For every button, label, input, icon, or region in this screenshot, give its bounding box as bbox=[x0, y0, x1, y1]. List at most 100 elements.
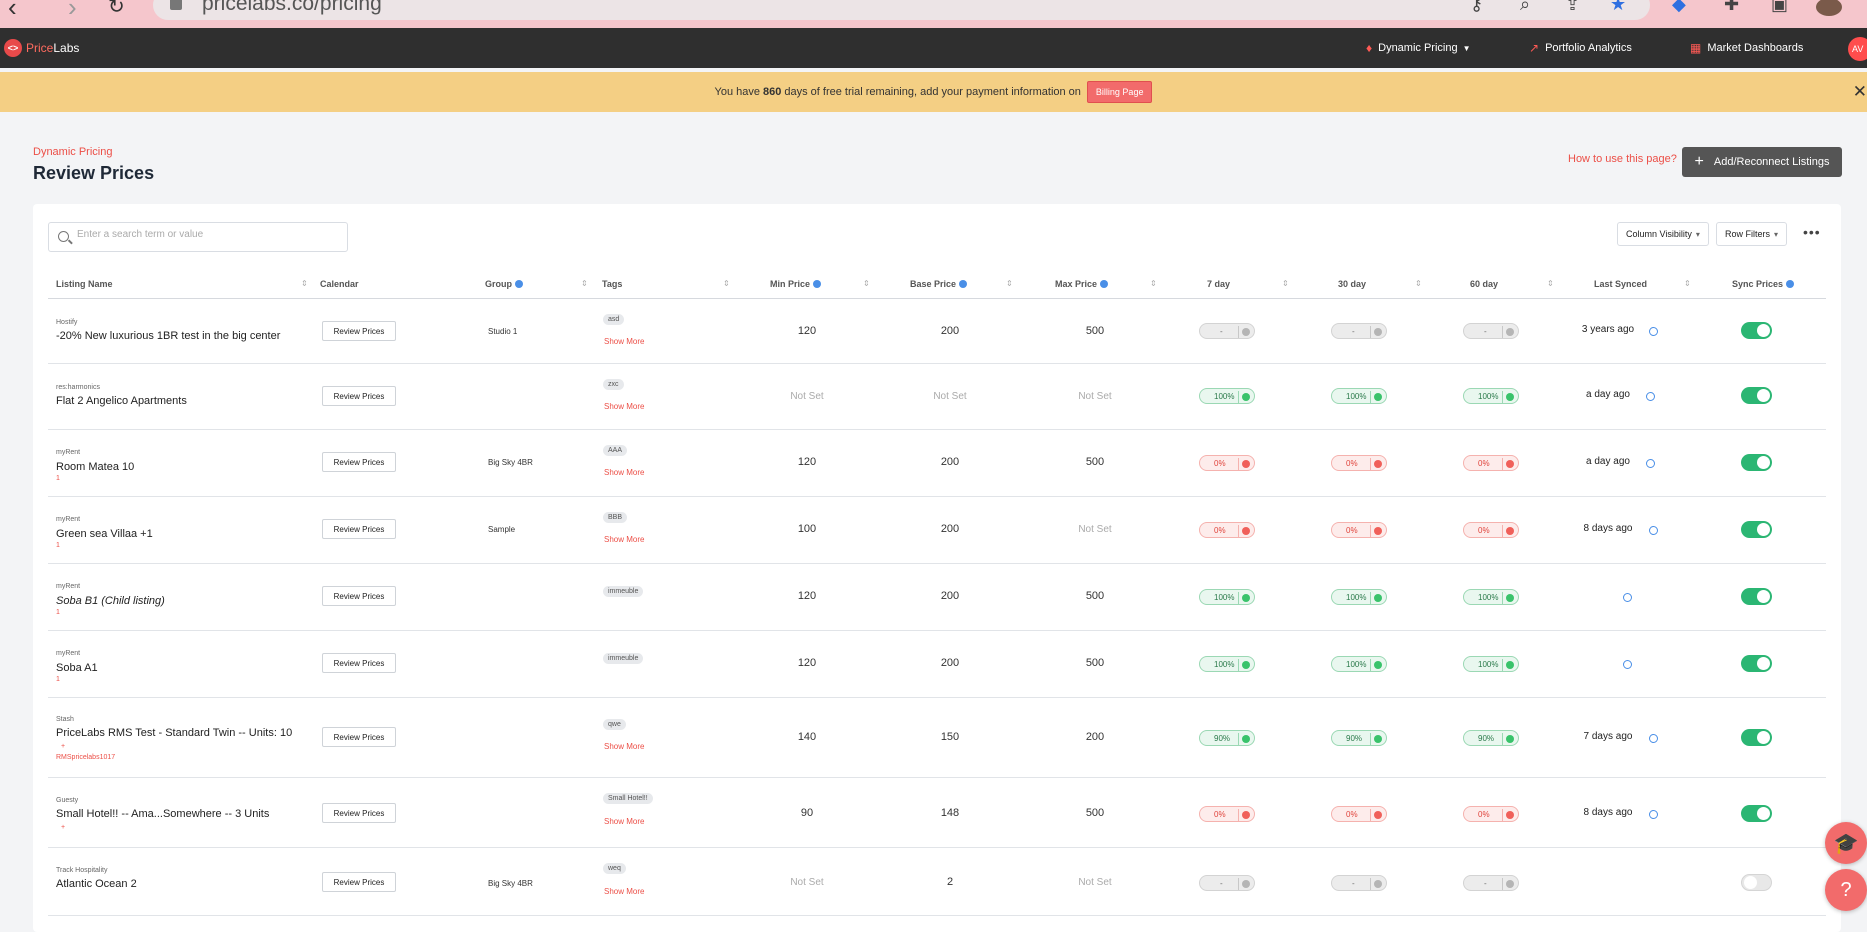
min-price[interactable]: 100 bbox=[797, 523, 817, 535]
listing-name[interactable]: -20% New luxurious 1BR test in the big c… bbox=[56, 330, 281, 342]
max-price[interactable]: 500 bbox=[1085, 456, 1105, 468]
puzzle-icon[interactable]: ✚ bbox=[1724, 0, 1740, 14]
base-price[interactable]: Not Set bbox=[933, 391, 967, 402]
reload-icon[interactable]: ↻ bbox=[108, 0, 125, 18]
max-price[interactable]: 500 bbox=[1085, 807, 1105, 819]
max-price[interactable]: 500 bbox=[1085, 657, 1105, 669]
max-price[interactable]: 500 bbox=[1085, 325, 1105, 337]
occupancy-7-day[interactable]: 100% bbox=[1199, 388, 1255, 404]
back-icon[interactable]: ‹ bbox=[8, 0, 17, 22]
extension-icon[interactable]: ◆ bbox=[1672, 0, 1686, 14]
col-group[interactable]: Group bbox=[485, 279, 523, 289]
sync-prices-toggle[interactable] bbox=[1741, 874, 1772, 891]
col-max-price[interactable]: Max Price bbox=[1055, 279, 1109, 289]
key-icon[interactable]: ⚷ bbox=[1470, 0, 1484, 14]
occupancy-30-day[interactable]: 100% bbox=[1331, 589, 1387, 605]
sort-icon[interactable]: ⇕ bbox=[581, 279, 588, 288]
tutorial-button[interactable]: 🎓 bbox=[1825, 822, 1867, 864]
search-input[interactable] bbox=[77, 229, 337, 240]
clock-icon[interactable] bbox=[1646, 459, 1655, 468]
window-icon[interactable]: ▣ bbox=[1771, 0, 1789, 14]
max-price[interactable]: Not Set bbox=[1078, 391, 1112, 402]
clock-icon[interactable] bbox=[1649, 327, 1658, 336]
col-sync-prices[interactable]: Sync Prices bbox=[1732, 279, 1795, 289]
occupancy-30-day[interactable]: 90% bbox=[1331, 730, 1387, 746]
show-more-link[interactable]: Show More bbox=[604, 887, 645, 896]
occupancy-30-day[interactable]: 100% bbox=[1331, 656, 1387, 672]
sort-icon[interactable]: ⇕ bbox=[1282, 279, 1289, 288]
show-more-link[interactable]: Show More bbox=[604, 337, 645, 346]
col-tags[interactable]: Tags bbox=[602, 279, 623, 289]
info-icon[interactable] bbox=[813, 280, 822, 288]
sort-icon[interactable]: ⇕ bbox=[863, 279, 870, 288]
close-icon[interactable]: ✕ bbox=[1852, 82, 1867, 101]
max-price[interactable]: Not Set bbox=[1078, 877, 1112, 888]
sort-icon[interactable]: ⇕ bbox=[1006, 279, 1013, 288]
occupancy-30-day[interactable]: - bbox=[1331, 875, 1387, 891]
listing-sub-count[interactable]: 1 bbox=[56, 609, 60, 616]
user-avatar[interactable]: AV bbox=[1848, 37, 1867, 61]
sort-icon[interactable]: ⇕ bbox=[1150, 279, 1157, 288]
occupancy-7-day[interactable]: 0% bbox=[1199, 522, 1255, 538]
review-prices-button[interactable]: Review Prices bbox=[322, 386, 396, 406]
clock-icon[interactable] bbox=[1649, 526, 1658, 535]
review-prices-button[interactable]: Review Prices bbox=[322, 586, 396, 606]
sync-prices-toggle[interactable] bbox=[1741, 588, 1772, 605]
row-filters-button[interactable]: Row Filters ▾ bbox=[1716, 222, 1788, 246]
clock-icon[interactable] bbox=[1646, 392, 1655, 401]
listing-sub-id[interactable]: RMSpricelabs1017 bbox=[56, 754, 116, 761]
occupancy-7-day[interactable]: - bbox=[1199, 875, 1255, 891]
review-prices-button[interactable]: Review Prices bbox=[322, 452, 396, 472]
info-icon[interactable] bbox=[959, 280, 968, 288]
sort-icon[interactable]: ⇕ bbox=[723, 279, 730, 288]
min-price[interactable]: 120 bbox=[797, 325, 817, 337]
listing-sub-plus[interactable]: + bbox=[61, 743, 66, 750]
listing-name[interactable]: Soba B1 (Child listing) bbox=[56, 595, 165, 607]
base-price[interactable]: 200 bbox=[940, 523, 960, 535]
clock-icon[interactable] bbox=[1623, 660, 1632, 669]
breadcrumb[interactable]: Dynamic Pricing bbox=[33, 146, 113, 158]
listing-sub-count[interactable]: 1 bbox=[56, 542, 60, 549]
sort-icon[interactable]: ⇕ bbox=[301, 279, 308, 288]
col-60-day[interactable]: 60 day bbox=[1470, 279, 1499, 289]
occupancy-7-day[interactable]: 100% bbox=[1199, 589, 1255, 605]
listing-name[interactable]: Atlantic Ocean 2 bbox=[56, 878, 137, 890]
sync-prices-toggle[interactable] bbox=[1741, 521, 1772, 538]
zoom-icon[interactable]: ⌕ bbox=[1520, 0, 1531, 14]
sort-icon[interactable]: ⇕ bbox=[1547, 279, 1554, 288]
forward-icon[interactable]: › bbox=[68, 0, 77, 22]
show-more-link[interactable]: Show More bbox=[604, 468, 645, 477]
occupancy-60-day[interactable]: 0% bbox=[1463, 806, 1519, 822]
pricelabs-logo[interactable]: <> Price Labs bbox=[4, 39, 79, 57]
occupancy-7-day[interactable]: - bbox=[1199, 323, 1255, 339]
sync-prices-toggle[interactable] bbox=[1741, 655, 1772, 672]
occupancy-30-day[interactable]: 0% bbox=[1331, 455, 1387, 471]
address-bar[interactable] bbox=[153, 0, 1650, 20]
max-price[interactable]: Not Set bbox=[1078, 524, 1112, 535]
col-min-price[interactable]: Min Price bbox=[770, 279, 822, 289]
show-more-link[interactable]: Show More bbox=[604, 742, 645, 751]
occupancy-60-day[interactable]: - bbox=[1463, 323, 1519, 339]
listing-name[interactable]: Flat 2 Angelico Apartments bbox=[56, 395, 187, 407]
nav-portfolio-analytics[interactable]: ↗ Portfolio Analytics bbox=[1529, 41, 1632, 55]
occupancy-30-day[interactable]: 0% bbox=[1331, 806, 1387, 822]
min-price[interactable]: 120 bbox=[797, 456, 817, 468]
clock-icon[interactable] bbox=[1623, 593, 1632, 602]
show-more-link[interactable]: Show More bbox=[604, 817, 645, 826]
sort-icon[interactable]: ⇕ bbox=[1415, 279, 1422, 288]
occupancy-30-day[interactable]: 100% bbox=[1331, 388, 1387, 404]
col-7-day[interactable]: 7 day bbox=[1207, 279, 1231, 289]
min-price[interactable]: 140 bbox=[797, 731, 817, 743]
max-price[interactable]: 200 bbox=[1085, 731, 1105, 743]
col-base-price[interactable]: Base Price bbox=[910, 279, 968, 289]
occupancy-7-day[interactable]: 0% bbox=[1199, 806, 1255, 822]
sync-prices-toggle[interactable] bbox=[1741, 387, 1772, 404]
info-icon[interactable] bbox=[1786, 280, 1795, 288]
base-price[interactable]: 200 bbox=[940, 456, 960, 468]
occupancy-30-day[interactable]: 0% bbox=[1331, 522, 1387, 538]
min-price[interactable]: 120 bbox=[797, 657, 817, 669]
occupancy-60-day[interactable]: 100% bbox=[1463, 388, 1519, 404]
listing-name[interactable]: PriceLabs RMS Test - Standard Twin -- Un… bbox=[56, 727, 293, 739]
sync-prices-toggle[interactable] bbox=[1741, 322, 1772, 339]
base-price[interactable]: 200 bbox=[940, 657, 960, 669]
